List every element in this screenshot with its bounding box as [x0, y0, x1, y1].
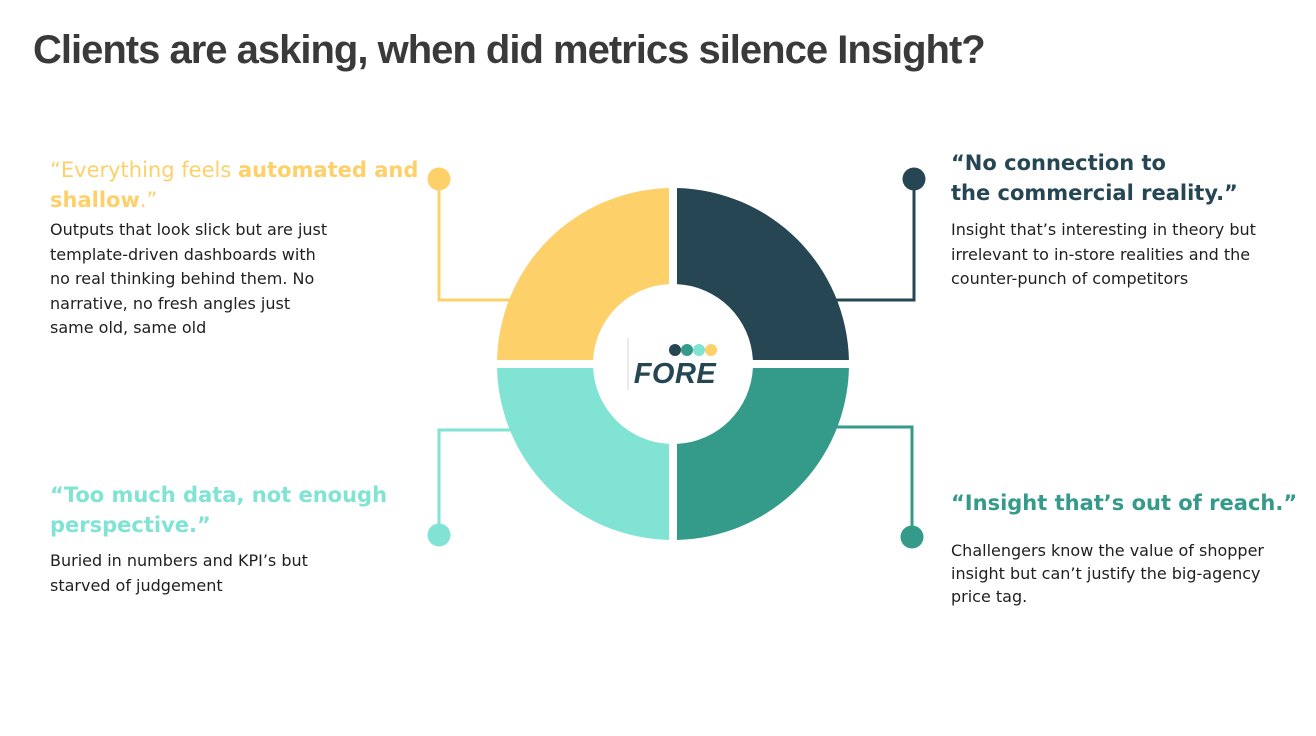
connector-bottom-right: [836, 425, 924, 549]
logo-dot: [669, 344, 681, 356]
quote-top-right: “No connection to the commercial reality…: [951, 151, 1238, 205]
logo-text: FORE: [634, 358, 718, 390]
logo-dot: [705, 344, 717, 356]
logo-dot: [693, 344, 705, 356]
description-bottom-left: Buried in numbers and KPI’s but starved …: [50, 551, 308, 595]
quote-top-left: “Everything feels automated and shallow.…: [50, 158, 419, 212]
quote-bottom-left: “Too much data, not enough perspective.”: [50, 483, 388, 537]
quadrant-top-right: [677, 188, 849, 360]
fore-logo: FORE: [627, 338, 718, 390]
description-bottom-right: Challengers know the value of shopper in…: [951, 541, 1264, 606]
quadrant-bottom-right: [677, 368, 849, 540]
quote-bottom-right: “Insight that’s out of reach.”: [951, 491, 1298, 515]
description-top-right: Insight that’s interesting in theory but…: [951, 220, 1256, 289]
quadrant-bottom-left: [497, 368, 669, 540]
quadrant-top-left: [497, 188, 669, 360]
connector-top-right: [836, 167, 926, 302]
description-top-left: Outputs that look slick but are just tem…: [50, 220, 328, 338]
page-title: Clients are asking, when did metrics sil…: [33, 28, 986, 72]
connector-bottom-left: [427, 428, 512, 547]
connector-top-left: [427, 167, 512, 302]
logo-dot: [681, 344, 693, 356]
